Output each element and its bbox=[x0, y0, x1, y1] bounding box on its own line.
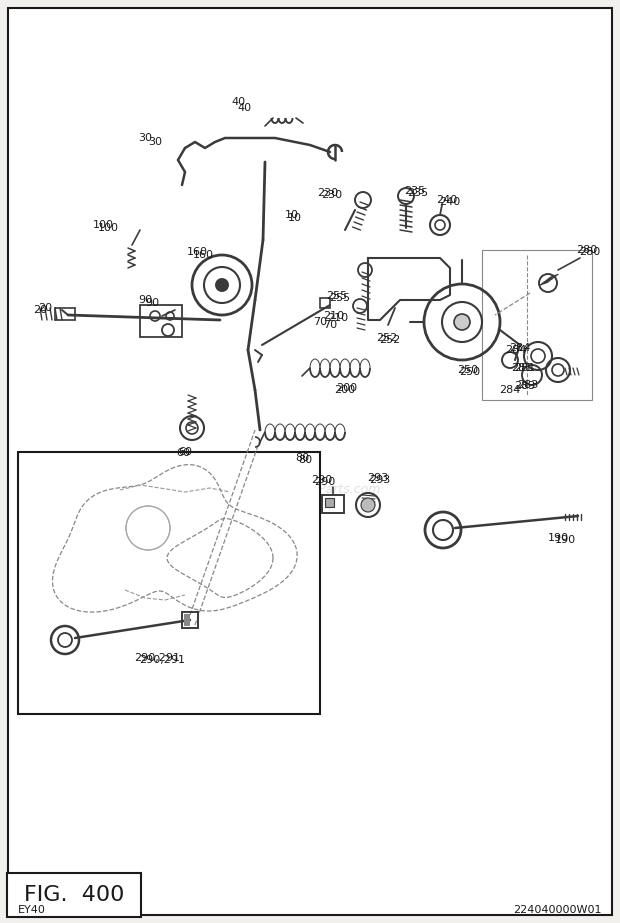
Text: 230: 230 bbox=[317, 188, 339, 198]
Circle shape bbox=[454, 314, 470, 330]
Text: 90: 90 bbox=[145, 298, 159, 308]
Text: 10: 10 bbox=[288, 213, 302, 223]
Text: 160: 160 bbox=[187, 247, 208, 257]
Text: 230: 230 bbox=[321, 190, 343, 200]
Text: 281: 281 bbox=[512, 363, 533, 373]
Text: 40: 40 bbox=[231, 97, 245, 107]
Text: 284: 284 bbox=[505, 345, 526, 355]
Text: 210: 210 bbox=[327, 313, 348, 323]
Circle shape bbox=[216, 279, 228, 291]
Text: 240: 240 bbox=[440, 197, 461, 207]
Text: 20: 20 bbox=[38, 303, 52, 313]
Text: 290: 290 bbox=[311, 475, 332, 485]
Text: 90: 90 bbox=[138, 295, 152, 305]
Text: 252: 252 bbox=[376, 333, 397, 343]
Bar bbox=[182, 612, 198, 628]
Text: 280: 280 bbox=[579, 247, 601, 257]
Text: 235: 235 bbox=[404, 186, 425, 196]
Text: 70: 70 bbox=[313, 317, 327, 327]
Text: 252: 252 bbox=[379, 335, 401, 345]
Text: 190: 190 bbox=[554, 535, 575, 545]
Text: 284: 284 bbox=[509, 343, 531, 353]
Text: 40: 40 bbox=[238, 103, 252, 113]
Text: FIG.  400: FIG. 400 bbox=[24, 885, 124, 905]
Bar bbox=[18, 452, 320, 714]
Text: 283: 283 bbox=[515, 381, 536, 391]
Text: 283: 283 bbox=[517, 380, 539, 390]
Bar bbox=[325, 498, 334, 507]
Text: 255: 255 bbox=[329, 293, 350, 303]
Text: 293: 293 bbox=[368, 473, 389, 483]
Text: 255: 255 bbox=[327, 291, 348, 301]
Text: 10: 10 bbox=[285, 210, 299, 220]
Text: 240: 240 bbox=[436, 195, 458, 205]
Text: 281: 281 bbox=[515, 363, 536, 373]
Text: 284: 284 bbox=[499, 385, 521, 395]
Bar bbox=[184, 614, 190, 626]
Text: 293: 293 bbox=[370, 475, 391, 485]
Text: 80: 80 bbox=[298, 455, 312, 465]
Text: 100: 100 bbox=[97, 223, 118, 233]
Text: 290,291: 290,291 bbox=[139, 655, 185, 665]
Text: 30: 30 bbox=[138, 133, 152, 143]
Text: 200: 200 bbox=[337, 383, 358, 393]
Text: 290: 290 bbox=[314, 477, 335, 487]
Text: 60: 60 bbox=[178, 447, 192, 457]
Bar bbox=[140, 305, 182, 337]
Text: EY40: EY40 bbox=[18, 905, 46, 915]
Text: 100: 100 bbox=[92, 220, 113, 230]
Text: 70: 70 bbox=[323, 320, 337, 330]
Text: 20: 20 bbox=[33, 305, 47, 315]
Text: 200: 200 bbox=[334, 385, 355, 395]
Text: 210: 210 bbox=[324, 311, 345, 321]
Text: 160: 160 bbox=[192, 250, 213, 260]
Text: 30: 30 bbox=[148, 137, 162, 147]
Text: 290,291: 290,291 bbox=[134, 653, 180, 663]
Text: 224040000W01: 224040000W01 bbox=[513, 905, 602, 915]
Text: 60: 60 bbox=[176, 448, 190, 458]
Text: 235: 235 bbox=[407, 188, 428, 198]
Bar bbox=[320, 298, 330, 308]
Text: 250: 250 bbox=[458, 365, 479, 375]
Text: 250: 250 bbox=[459, 367, 481, 377]
Circle shape bbox=[361, 498, 375, 512]
Bar bbox=[322, 495, 344, 513]
Text: 80: 80 bbox=[295, 453, 309, 463]
Text: 190: 190 bbox=[547, 533, 569, 543]
Bar bbox=[7, 873, 141, 917]
Text: 280: 280 bbox=[577, 245, 598, 255]
Text: replacementParts.com: replacementParts.com bbox=[239, 484, 381, 497]
Bar bbox=[482, 250, 592, 400]
